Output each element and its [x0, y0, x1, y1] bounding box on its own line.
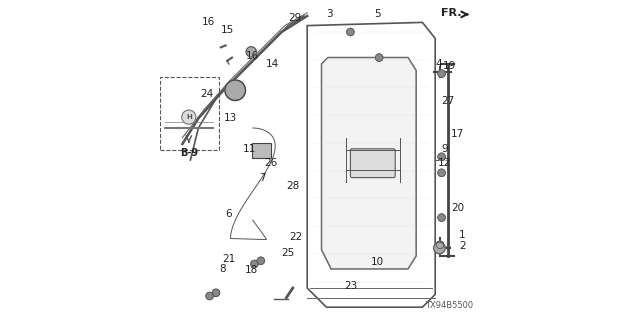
Text: 2: 2 [459, 241, 466, 252]
Text: 5: 5 [374, 9, 381, 20]
Text: 25: 25 [282, 248, 294, 258]
Text: B-9: B-9 [180, 148, 198, 158]
Text: 20: 20 [451, 203, 464, 213]
Circle shape [438, 214, 445, 221]
Text: 23: 23 [344, 281, 357, 292]
Text: 21: 21 [222, 254, 236, 264]
Circle shape [246, 47, 256, 57]
Text: 6: 6 [225, 209, 232, 220]
Circle shape [347, 28, 355, 36]
Text: 17: 17 [451, 129, 464, 140]
Text: 10: 10 [371, 257, 384, 268]
Text: 16: 16 [246, 51, 259, 61]
Circle shape [182, 110, 196, 124]
Circle shape [438, 70, 445, 77]
Text: 3: 3 [326, 9, 333, 20]
Circle shape [438, 153, 445, 161]
Circle shape [206, 292, 214, 300]
FancyBboxPatch shape [252, 143, 271, 158]
Text: 9: 9 [442, 144, 448, 154]
Circle shape [250, 260, 258, 268]
Text: 7: 7 [259, 172, 266, 183]
Text: 16: 16 [202, 17, 214, 28]
Circle shape [225, 80, 246, 100]
Text: H: H [186, 114, 191, 120]
Circle shape [212, 290, 219, 296]
Circle shape [376, 54, 383, 61]
Text: 26: 26 [264, 158, 277, 168]
Text: 8: 8 [219, 264, 226, 274]
Text: 14: 14 [266, 59, 278, 69]
Text: 19: 19 [443, 60, 456, 71]
Text: 29: 29 [288, 12, 301, 23]
Text: TX94B5500: TX94B5500 [426, 301, 474, 310]
Text: 27: 27 [442, 96, 454, 106]
Text: 18: 18 [244, 265, 258, 276]
Text: 24: 24 [200, 89, 213, 100]
Text: 28: 28 [286, 180, 300, 191]
Text: 12: 12 [438, 158, 451, 168]
Text: 22: 22 [289, 232, 303, 242]
FancyBboxPatch shape [351, 149, 396, 178]
Circle shape [434, 242, 445, 254]
Circle shape [257, 257, 265, 265]
Polygon shape [322, 58, 416, 269]
Circle shape [212, 289, 220, 297]
Circle shape [436, 241, 444, 249]
Text: 1: 1 [459, 230, 466, 240]
Text: FR.: FR. [441, 8, 461, 19]
Circle shape [438, 169, 445, 177]
Text: 13: 13 [224, 113, 237, 124]
Text: 15: 15 [221, 25, 234, 36]
Text: 4: 4 [435, 59, 442, 69]
Text: 11: 11 [243, 144, 256, 154]
